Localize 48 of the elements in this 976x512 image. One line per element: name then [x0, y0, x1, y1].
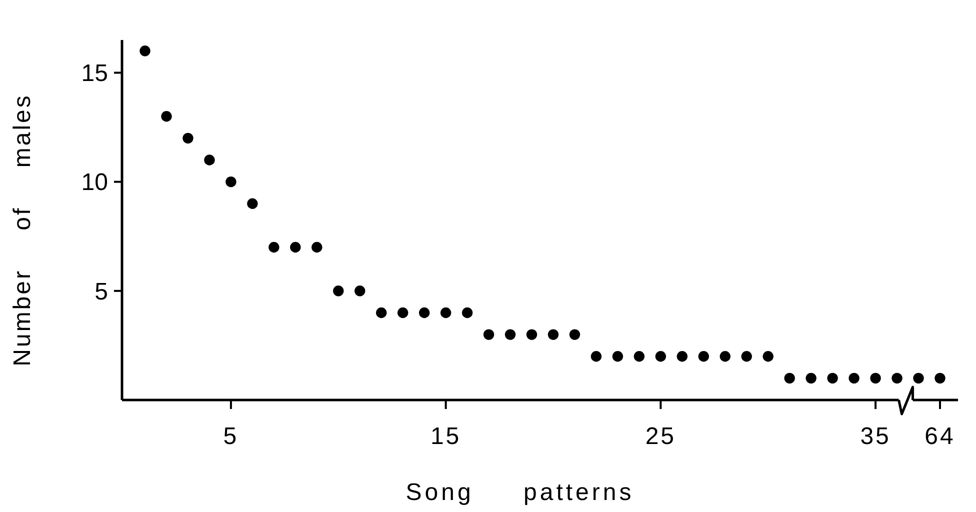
point	[354, 286, 366, 296]
point	[827, 372, 838, 384]
x-tick-label: 35	[860, 423, 891, 450]
point	[634, 351, 645, 362]
y-tick-label: 5	[94, 278, 108, 306]
point	[698, 351, 709, 362]
point	[784, 372, 795, 384]
point	[762, 351, 774, 362]
x-tick-label: 5	[223, 423, 239, 450]
point	[655, 351, 666, 362]
point	[806, 372, 816, 384]
point	[870, 372, 881, 384]
point	[741, 351, 752, 362]
x-axis-title: Song patterns	[406, 479, 634, 506]
point	[676, 351, 688, 362]
point	[204, 154, 215, 166]
point	[247, 198, 258, 209]
point	[612, 351, 624, 362]
point	[569, 329, 580, 340]
point	[226, 176, 236, 188]
point	[462, 307, 473, 318]
point	[504, 329, 516, 340]
point	[526, 329, 538, 340]
y-tick-label: 10	[81, 169, 108, 196]
x-tick-label: 25	[645, 423, 676, 450]
point	[548, 329, 559, 340]
y-tick-label: 15	[81, 60, 108, 88]
point	[333, 286, 344, 296]
point	[418, 307, 430, 318]
point	[397, 307, 408, 318]
point	[913, 372, 924, 384]
point	[376, 307, 387, 318]
x-tick-label: 15	[430, 423, 462, 450]
point	[934, 372, 946, 384]
point	[182, 132, 194, 144]
point	[268, 242, 280, 253]
point	[483, 329, 494, 340]
point	[720, 351, 730, 362]
point	[161, 111, 172, 122]
point	[848, 372, 860, 384]
point	[312, 242, 322, 253]
point	[290, 242, 301, 253]
point	[892, 372, 902, 384]
point	[590, 351, 602, 362]
y-axis-title: Number of males	[9, 94, 36, 366]
x-tick-label: 64	[924, 423, 956, 450]
point	[140, 46, 150, 56]
point	[440, 307, 452, 318]
